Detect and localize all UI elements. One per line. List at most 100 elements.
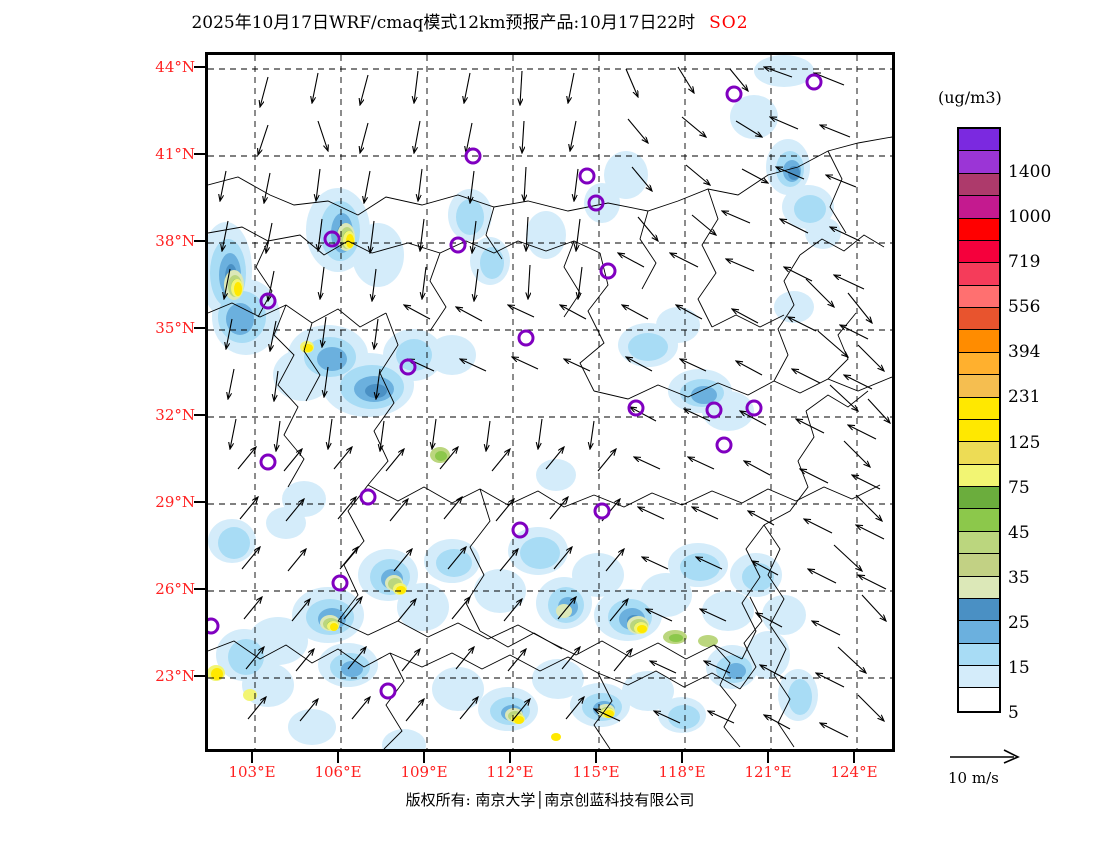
colorbar-cell <box>959 330 999 353</box>
lat-label-44: 44°N <box>155 58 195 76</box>
lat-tick-26 <box>194 588 206 590</box>
map-canvas <box>208 55 892 749</box>
colorbar-tick: 1000 <box>1008 207 1052 228</box>
station-marker[interactable] <box>517 329 535 347</box>
lon-label-112: 112°E <box>486 763 534 781</box>
lat-tick-44 <box>194 66 206 68</box>
colorbar-cell <box>959 397 999 420</box>
colorbar-cell <box>959 218 999 241</box>
lat-label-38: 38°N <box>155 232 195 250</box>
wind-arrow-icon <box>950 749 1020 764</box>
title-text: 2025年10月17日WRF/cmaq模式12km预报产品:10月17日22时 <box>191 13 696 33</box>
colorbar-cell <box>959 643 999 666</box>
colorbar-cell <box>959 464 999 487</box>
station-marker[interactable] <box>259 453 277 471</box>
station-markers[interactable] <box>208 73 823 700</box>
colorbar-tick: 35 <box>1008 567 1030 588</box>
lat-label-32: 32°N <box>155 406 195 424</box>
colorbar-tick: 75 <box>1008 477 1030 498</box>
station-marker[interactable] <box>705 401 723 419</box>
lon-tick-115 <box>595 752 597 763</box>
lat-label-29: 29°N <box>155 493 195 511</box>
station-marker[interactable] <box>323 230 341 248</box>
station-marker[interactable] <box>805 73 823 91</box>
lon-label-121: 121°E <box>744 763 792 781</box>
colorbar-tick: 5 <box>1008 703 1019 723</box>
colorbar-cell <box>959 375 999 398</box>
colorbar-cell <box>959 487 999 510</box>
station-marker[interactable] <box>725 85 743 103</box>
lat-tick-35 <box>194 327 206 329</box>
map-gridlines <box>208 55 892 749</box>
colorbar-tick: 719 <box>1008 252 1041 273</box>
lon-label-115: 115°E <box>572 763 620 781</box>
station-marker[interactable] <box>379 682 397 700</box>
colorbar-cell <box>959 442 999 465</box>
colorbar-tick: 231 <box>1008 387 1041 408</box>
colorbar-tick: 1400 <box>1008 162 1052 183</box>
colorbar-cell <box>959 621 999 644</box>
colorbar-cell <box>959 554 999 577</box>
station-marker[interactable] <box>599 262 617 280</box>
station-marker[interactable] <box>593 502 611 520</box>
colorbar-cell <box>959 285 999 308</box>
station-marker[interactable] <box>464 147 482 165</box>
colorbar-cell <box>959 173 999 197</box>
lat-tick-32 <box>194 414 206 416</box>
page-title: 2025年10月17日WRF/cmaq模式12km预报产品:10月17日22时 S… <box>0 8 940 33</box>
colorbar[interactable] <box>957 127 1001 713</box>
colorbar-tick: 15 <box>1008 657 1030 678</box>
species-label: SO2 <box>709 13 749 33</box>
colorbar-cell <box>959 240 999 264</box>
station-marker[interactable] <box>259 292 277 310</box>
wind-scale-label: 10 m/s <box>948 769 999 787</box>
colorbar-cell <box>959 666 999 689</box>
station-marker[interactable] <box>511 521 529 539</box>
colorbar-cell <box>959 531 999 555</box>
colorbar-tick: 125 <box>1008 432 1041 453</box>
colorbar-tick: 556 <box>1008 297 1041 318</box>
colorbar-tick-labels: 1400 1000 719 556 394 231 125 75 45 35 25 15 5 <box>1008 127 1098 723</box>
colorbar-cell <box>959 129 999 152</box>
lon-tick-112 <box>509 752 511 763</box>
lon-tick-118 <box>681 752 683 763</box>
lat-label-26: 26°N <box>155 580 195 598</box>
lon-label-124: 124°E <box>830 763 878 781</box>
lon-label-106: 106°E <box>314 763 362 781</box>
colorbar-tick: 45 <box>1008 522 1030 543</box>
lat-tick-23 <box>194 675 206 677</box>
colorbar-tick: 394 <box>1008 342 1041 363</box>
colorbar-units-label: (ug/m3) <box>938 88 1002 107</box>
station-marker[interactable] <box>359 488 377 506</box>
colorbar-tick: 25 <box>1008 612 1030 633</box>
lat-label-41: 41°N <box>155 145 195 163</box>
forecast-map-plot[interactable] <box>205 52 895 752</box>
station-marker[interactable] <box>449 236 467 254</box>
lat-label-35: 35°N <box>155 319 195 337</box>
station-marker[interactable] <box>399 358 417 376</box>
colorbar-cell <box>959 151 999 174</box>
lat-label-23: 23°N <box>155 667 195 685</box>
lon-tick-106 <box>337 752 339 763</box>
lon-tick-103 <box>251 752 253 763</box>
station-marker[interactable] <box>715 436 733 454</box>
station-marker[interactable] <box>208 617 220 635</box>
colorbar-cell <box>959 598 999 622</box>
lon-label-109: 109°E <box>400 763 448 781</box>
station-marker[interactable] <box>578 167 596 185</box>
station-marker[interactable] <box>627 399 645 417</box>
station-marker[interactable] <box>587 194 605 212</box>
copyright-footer: 版权所有: 南京大学│南京创蓝科技有限公司 <box>405 791 695 809</box>
lon-tick-124 <box>853 752 855 763</box>
wind-vector-field <box>220 67 890 738</box>
station-marker[interactable] <box>331 574 349 592</box>
lat-tick-41 <box>194 153 206 155</box>
wind-scale-legend: 10 m/s <box>948 748 1088 787</box>
lon-tick-121 <box>767 752 769 763</box>
colorbar-cell <box>959 509 999 532</box>
colorbar-cell <box>959 263 999 286</box>
colorbar-cell <box>959 196 999 219</box>
station-marker[interactable] <box>745 399 763 417</box>
lon-tick-109 <box>423 752 425 763</box>
colorbar-cell <box>959 308 999 331</box>
